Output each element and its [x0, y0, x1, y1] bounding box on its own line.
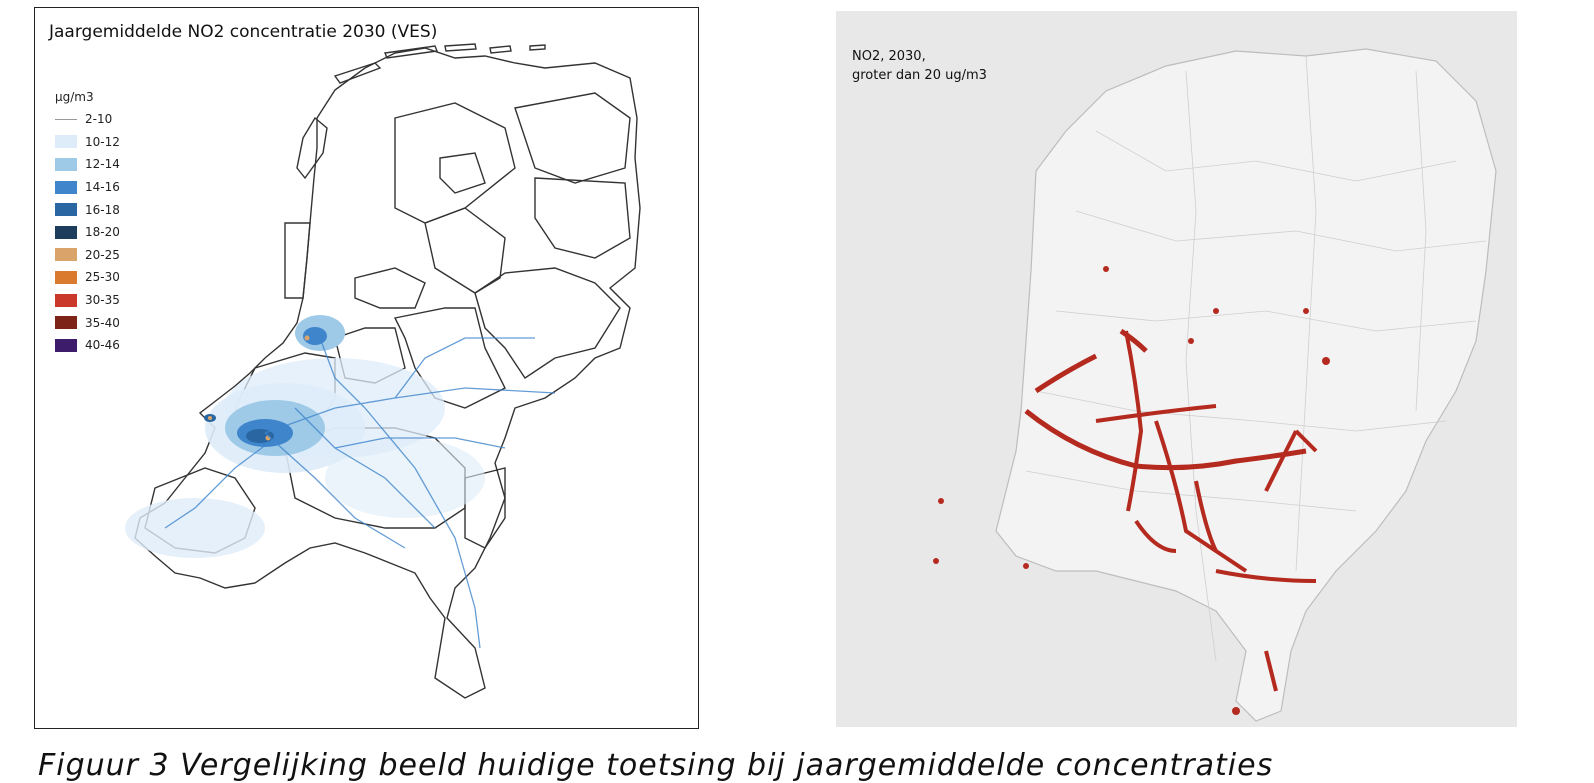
right-title-line1: NO2, 2030, [852, 49, 926, 64]
legend-swatch [55, 316, 77, 330]
legend-label: 14-16 [85, 180, 120, 195]
legend-row: 10-12 [55, 131, 120, 154]
left-map-panel: Jaargemiddelde NO2 concentratie 2030 (VE… [34, 7, 699, 729]
legend-label: 25-30 [85, 270, 120, 285]
legend-swatch [55, 270, 77, 284]
no2-hotspots [933, 266, 1330, 715]
legend-row: 35-40 [55, 311, 120, 334]
island-rottumeroog [529, 44, 546, 51]
legend-swatch [55, 118, 77, 120]
legend-label: 10-12 [85, 134, 120, 149]
island-schiermonnikoog [489, 45, 512, 54]
island-texel [296, 116, 328, 180]
concentration-legend: µg/m3 2-10 10-12 12-14 14-16 16-18 18-20 20-25… [55, 90, 120, 357]
island-ameland [444, 43, 477, 52]
legend-row: 12-14 [55, 153, 120, 176]
legend-row: 16-18 [55, 198, 120, 221]
legend-swatch [55, 157, 77, 171]
legend-swatch [55, 338, 77, 352]
netherlands-hotspot-map [836, 11, 1517, 727]
no2-concentration-areas [125, 315, 485, 558]
legend-label: 2-10 [85, 112, 113, 127]
legend-label: 12-14 [85, 157, 120, 172]
road-emissions [164, 337, 556, 649]
legend-label: 20-25 [85, 247, 120, 262]
legend-swatch [55, 248, 77, 262]
right-map-title: NO2, 2030, groter dan 20 ug/m3 [852, 47, 987, 85]
legend-unit: µg/m3 [55, 90, 94, 104]
legend-swatch [55, 203, 77, 217]
right-map-panel: NO2, 2030, groter dan 20 ug/m3 [836, 11, 1517, 727]
legend-row: 14-16 [55, 176, 120, 199]
legend-label: 18-20 [85, 225, 120, 240]
country-land [995, 48, 1497, 722]
legend-swatch [55, 135, 77, 149]
island-terschelling [384, 45, 438, 59]
netherlands-no2-map [125, 43, 641, 699]
legend-row: 25-30 [55, 266, 120, 289]
legend-row: 30-35 [55, 289, 120, 312]
country-outline [134, 47, 641, 699]
legend-row: 40-46 [55, 334, 120, 357]
legend-swatch [55, 293, 77, 307]
legend-swatch [55, 180, 77, 194]
right-title-line2: groter dan 20 ug/m3 [852, 68, 987, 83]
island-vlieland [333, 62, 382, 84]
legend-row: 20-25 [55, 244, 120, 267]
legend-swatch [55, 225, 77, 239]
legend-row: 18-20 [55, 221, 120, 244]
figure-caption: Figuur 3 Vergelijking beeld huidige toet… [38, 748, 1274, 783]
legend-row: 2-10 [55, 108, 120, 131]
legend-label: 16-18 [85, 202, 120, 217]
legend-label: 40-46 [85, 338, 120, 353]
legend-label: 35-40 [85, 315, 120, 330]
left-map-title: Jaargemiddelde NO2 concentratie 2030 (VE… [49, 22, 438, 42]
legend-label: 30-35 [85, 293, 120, 308]
